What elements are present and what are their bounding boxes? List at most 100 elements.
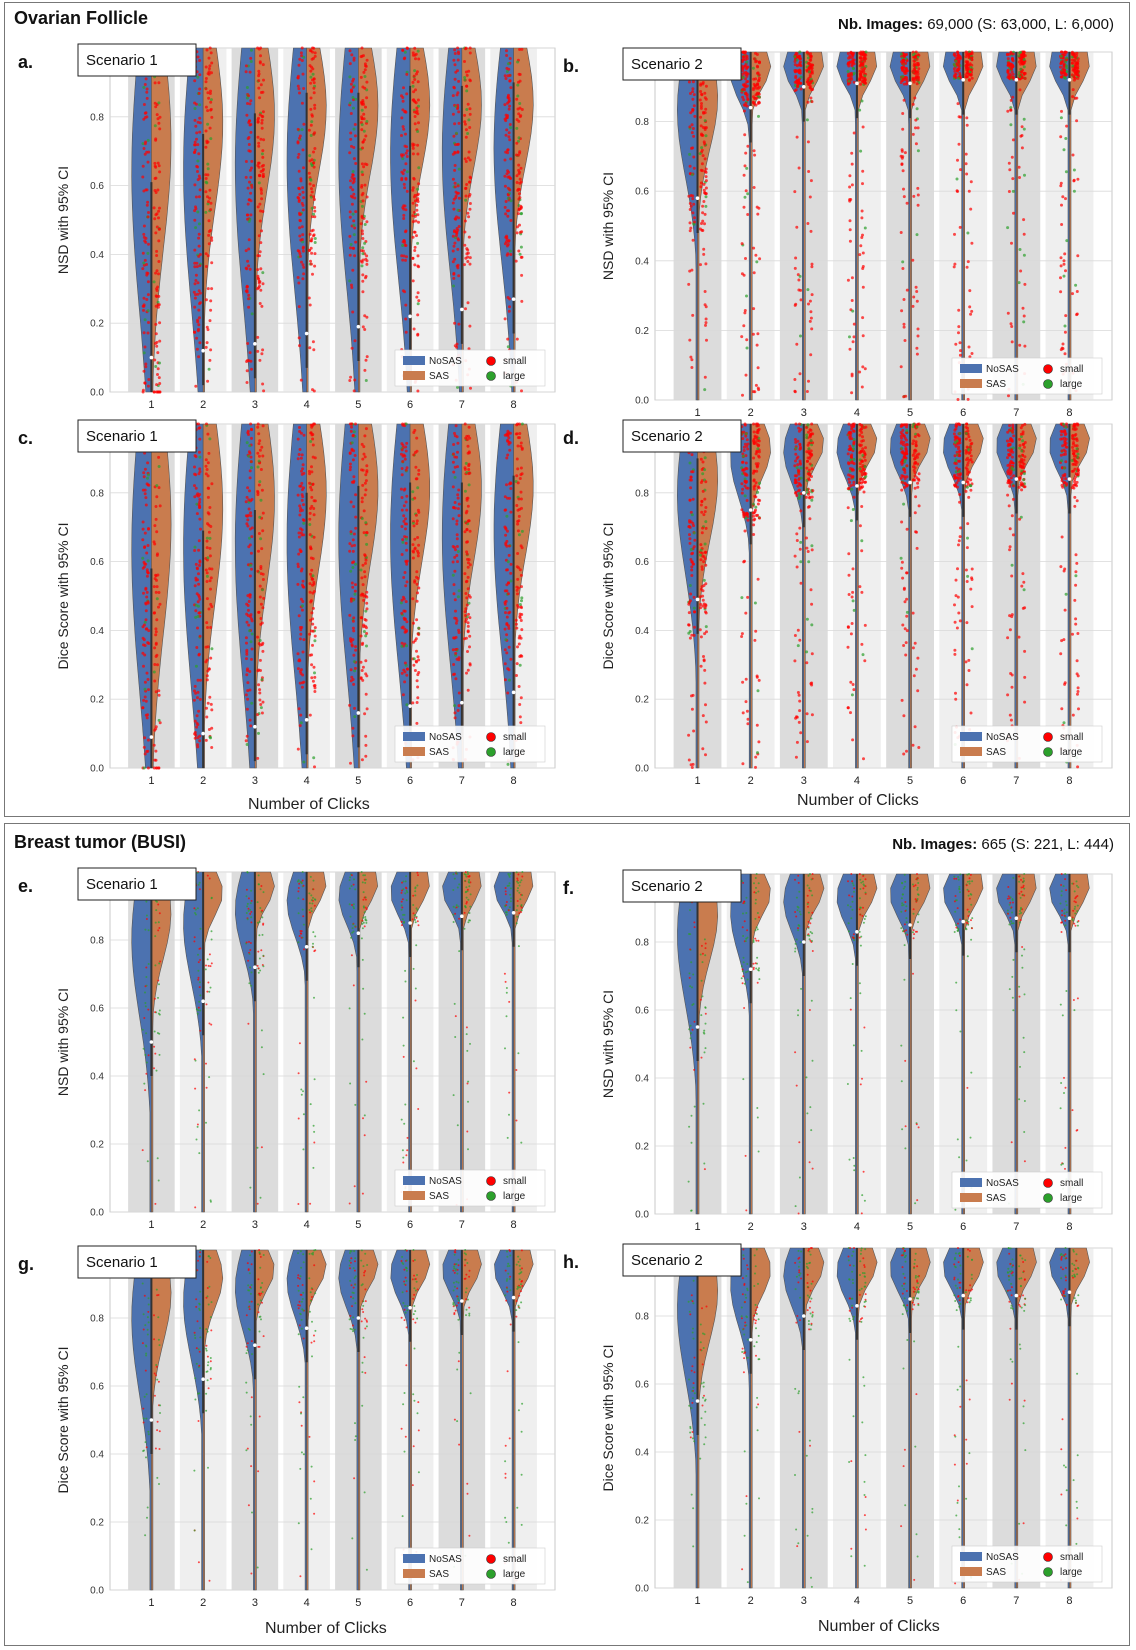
point-small	[704, 186, 708, 190]
point-large	[261, 271, 265, 275]
point-small	[755, 465, 759, 469]
point-small	[362, 625, 366, 629]
point-small	[310, 190, 314, 194]
point-large	[207, 367, 211, 371]
point-small	[405, 667, 409, 671]
point-small	[807, 505, 811, 508]
point-small	[298, 57, 302, 61]
point-small	[247, 264, 251, 268]
point-small	[194, 562, 198, 566]
y-tick-label: 0.0	[635, 396, 649, 407]
point-small	[349, 131, 353, 135]
point-small	[360, 128, 364, 132]
point-small	[805, 661, 809, 665]
point-small	[456, 69, 459, 73]
point-small	[195, 336, 199, 340]
point-small	[505, 633, 509, 637]
point-small	[309, 423, 313, 427]
point-small	[757, 78, 761, 82]
point-small	[311, 78, 314, 82]
point-large	[1009, 123, 1013, 127]
point-small	[405, 494, 409, 498]
point-small	[415, 106, 419, 110]
point-small	[913, 62, 916, 66]
point-small	[852, 441, 856, 445]
point-small	[198, 130, 202, 134]
point-small	[144, 503, 148, 507]
point-small	[700, 93, 704, 97]
point-small	[301, 579, 305, 583]
point-small	[751, 332, 755, 336]
point-small	[300, 498, 304, 502]
point-large	[863, 226, 867, 230]
point-small	[204, 80, 208, 84]
point-small	[455, 227, 459, 230]
point-small	[811, 87, 815, 91]
legend-dot-large	[486, 371, 496, 381]
median-marker	[253, 342, 257, 346]
point-small	[416, 200, 420, 203]
point-small	[457, 216, 461, 220]
point-small	[518, 612, 522, 616]
point-small	[257, 683, 261, 687]
median-marker	[855, 81, 859, 86]
point-small	[453, 455, 457, 459]
point-small	[505, 615, 509, 619]
point-small	[308, 248, 311, 252]
point-large	[311, 72, 315, 76]
point-small	[404, 132, 407, 136]
point-small	[198, 517, 202, 521]
point-small	[858, 524, 862, 528]
point-small	[402, 576, 406, 579]
point-small	[258, 250, 262, 254]
point-small	[743, 88, 747, 92]
point-small	[519, 473, 523, 477]
point-small	[451, 177, 455, 181]
point-large	[688, 584, 692, 587]
point-small	[506, 439, 510, 443]
point-small	[156, 663, 159, 667]
point-small	[915, 70, 919, 74]
point-small	[261, 90, 265, 94]
point-small	[795, 79, 798, 83]
point-large	[261, 588, 264, 592]
point-small	[411, 279, 415, 283]
point-small	[518, 230, 522, 234]
point-small	[752, 246, 756, 250]
point-small	[157, 766, 161, 770]
point-small	[467, 215, 471, 219]
point-small	[744, 257, 747, 260]
point-small	[404, 330, 408, 334]
point-small	[741, 50, 745, 54]
x-tick-label: 3	[252, 775, 258, 787]
point-small	[257, 610, 261, 614]
point-small	[206, 287, 210, 291]
point-small	[859, 477, 863, 481]
point-small	[348, 468, 352, 472]
point-small	[308, 582, 312, 586]
point-small	[743, 423, 747, 427]
point-large	[405, 170, 409, 174]
point-small	[703, 375, 707, 379]
point-small	[904, 61, 908, 65]
point-small	[752, 271, 756, 275]
point-small	[899, 365, 903, 369]
point-small	[204, 145, 208, 149]
point-large	[1062, 148, 1066, 152]
point-small	[156, 367, 160, 371]
point-small	[141, 706, 145, 710]
point-small	[413, 496, 417, 500]
point-small	[296, 652, 300, 656]
point-small	[194, 273, 198, 277]
point-small	[793, 303, 797, 307]
point-small	[1064, 50, 1068, 54]
point-small	[847, 573, 851, 577]
point-small	[198, 739, 202, 743]
point-small	[401, 460, 405, 463]
point-small	[467, 425, 471, 429]
point-small	[517, 642, 521, 646]
point-small	[257, 454, 261, 458]
point-small	[504, 235, 508, 239]
point-small	[852, 322, 856, 326]
point-small	[755, 449, 759, 453]
